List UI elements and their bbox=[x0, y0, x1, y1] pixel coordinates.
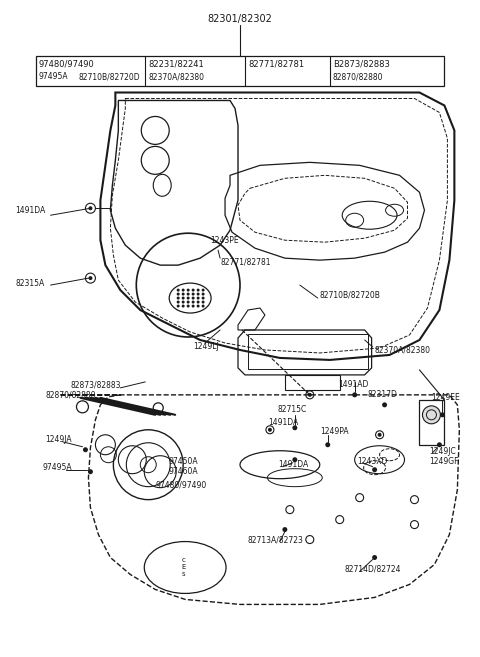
Circle shape bbox=[268, 428, 272, 432]
Text: B2873/82883: B2873/82883 bbox=[333, 59, 390, 68]
Circle shape bbox=[192, 296, 194, 300]
Circle shape bbox=[181, 305, 185, 307]
Circle shape bbox=[177, 288, 180, 292]
Circle shape bbox=[187, 296, 190, 300]
Circle shape bbox=[197, 305, 200, 307]
Circle shape bbox=[352, 392, 357, 397]
Circle shape bbox=[88, 469, 93, 474]
Text: 82231/82241: 82231/82241 bbox=[148, 59, 204, 68]
Text: 1249JA: 1249JA bbox=[46, 436, 72, 444]
Bar bbox=[420, 400, 444, 445]
Circle shape bbox=[202, 296, 204, 300]
Circle shape bbox=[197, 292, 200, 296]
Bar bbox=[36, 56, 444, 85]
Text: 82301/82302: 82301/82302 bbox=[207, 14, 273, 24]
Text: 82315A: 82315A bbox=[16, 279, 45, 288]
Text: 82715C: 82715C bbox=[278, 405, 307, 415]
Circle shape bbox=[197, 300, 200, 304]
Circle shape bbox=[177, 292, 180, 296]
Circle shape bbox=[192, 305, 194, 307]
Text: 1243PE: 1243PE bbox=[210, 236, 239, 244]
Circle shape bbox=[181, 300, 185, 304]
Circle shape bbox=[88, 206, 93, 210]
Circle shape bbox=[325, 442, 330, 447]
Bar bbox=[248, 334, 368, 369]
Text: 97480/97490: 97480/97490 bbox=[155, 480, 206, 489]
Circle shape bbox=[292, 425, 297, 430]
Text: 82870/82880: 82870/82880 bbox=[333, 72, 383, 81]
Circle shape bbox=[382, 402, 387, 407]
Circle shape bbox=[187, 300, 190, 304]
Circle shape bbox=[440, 413, 445, 417]
Text: 97495A: 97495A bbox=[38, 72, 68, 81]
Circle shape bbox=[187, 292, 190, 296]
Circle shape bbox=[202, 288, 204, 292]
Circle shape bbox=[282, 527, 288, 532]
Circle shape bbox=[437, 442, 442, 447]
Circle shape bbox=[187, 305, 190, 307]
Circle shape bbox=[181, 292, 185, 296]
Text: 1243XD: 1243XD bbox=[358, 457, 388, 466]
Circle shape bbox=[197, 288, 200, 292]
Text: 82771/82781: 82771/82781 bbox=[220, 258, 271, 267]
Circle shape bbox=[292, 457, 297, 463]
Text: 97480/97490: 97480/97490 bbox=[38, 59, 95, 68]
Text: 82873/82883: 82873/82883 bbox=[71, 380, 121, 390]
Circle shape bbox=[177, 296, 180, 300]
Circle shape bbox=[202, 292, 204, 296]
Circle shape bbox=[197, 296, 200, 300]
Circle shape bbox=[308, 393, 312, 397]
Text: 82771/82781: 82771/82781 bbox=[248, 59, 304, 68]
Circle shape bbox=[378, 433, 382, 437]
Text: 1249LJ: 1249LJ bbox=[193, 342, 219, 351]
Circle shape bbox=[181, 288, 185, 292]
Text: 97450A: 97450A bbox=[168, 457, 198, 466]
Text: 1249PA: 1249PA bbox=[320, 427, 348, 436]
Text: 1491DA: 1491DA bbox=[278, 460, 308, 469]
Text: 82370A/82380: 82370A/82380 bbox=[374, 346, 431, 355]
Circle shape bbox=[177, 305, 180, 307]
Circle shape bbox=[202, 305, 204, 307]
Text: c
E
s: c E s bbox=[181, 558, 185, 578]
Circle shape bbox=[372, 555, 377, 560]
Text: 82710B/82720D: 82710B/82720D bbox=[78, 72, 140, 81]
Text: 1249EE: 1249EE bbox=[432, 394, 460, 402]
Text: 82713A/82723: 82713A/82723 bbox=[248, 535, 304, 544]
Circle shape bbox=[83, 447, 88, 452]
Text: 1491DA: 1491DA bbox=[16, 206, 46, 215]
Circle shape bbox=[177, 300, 180, 304]
Circle shape bbox=[192, 292, 194, 296]
Text: 1249JC: 1249JC bbox=[430, 447, 456, 456]
Text: 82710B/82720B: 82710B/82720B bbox=[320, 290, 381, 300]
Text: 97495A: 97495A bbox=[43, 463, 72, 472]
Circle shape bbox=[202, 300, 204, 304]
Text: 82870/82880: 82870/82880 bbox=[46, 390, 96, 399]
Circle shape bbox=[372, 467, 377, 472]
Text: 1491DA: 1491DA bbox=[268, 419, 298, 427]
Circle shape bbox=[187, 288, 190, 292]
Circle shape bbox=[422, 406, 441, 424]
Text: 97460A: 97460A bbox=[168, 467, 198, 476]
Text: 82714D/82724: 82714D/82724 bbox=[345, 565, 401, 574]
Circle shape bbox=[192, 300, 194, 304]
Text: 82370A/82380: 82370A/82380 bbox=[148, 72, 204, 81]
Circle shape bbox=[192, 288, 194, 292]
Text: 1491AD: 1491AD bbox=[338, 380, 368, 390]
Text: 1249GF: 1249GF bbox=[430, 457, 459, 466]
Circle shape bbox=[181, 296, 185, 300]
Text: 82317D: 82317D bbox=[368, 390, 397, 399]
Circle shape bbox=[88, 276, 93, 280]
